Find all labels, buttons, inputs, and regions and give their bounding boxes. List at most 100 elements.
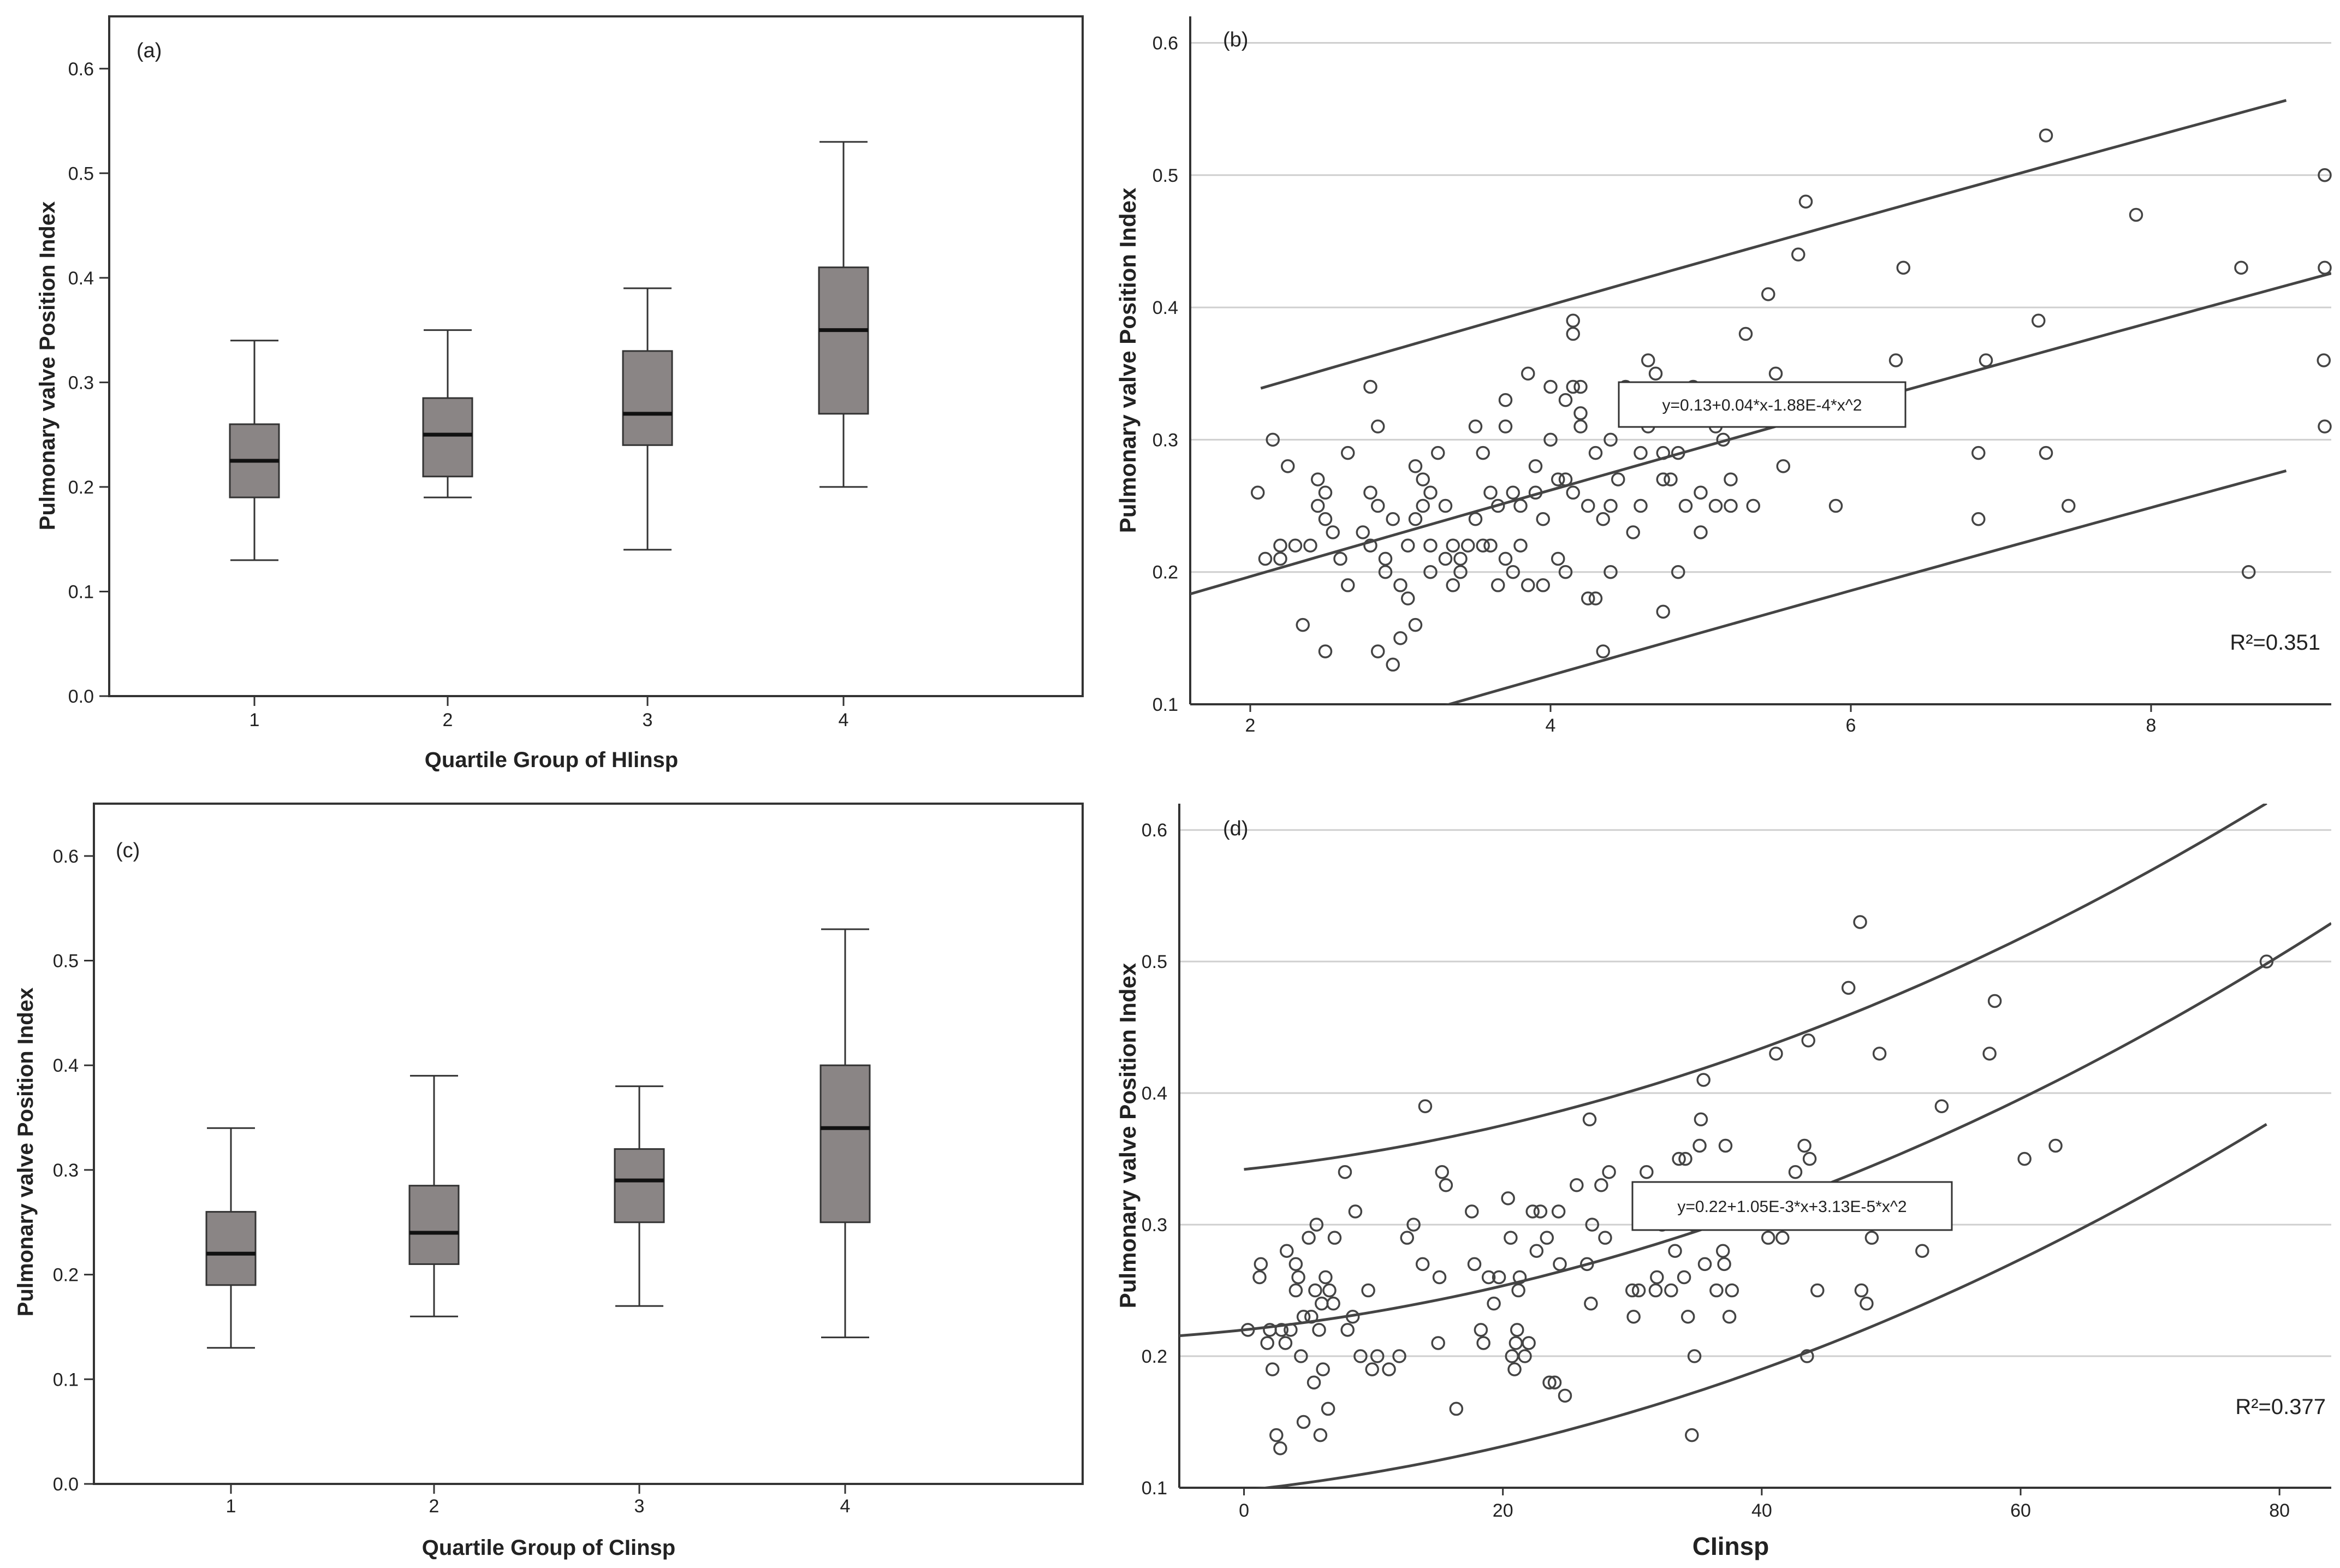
data-point — [1708, 498, 1723, 513]
data-point — [1393, 631, 1407, 645]
data-point — [1363, 379, 1377, 394]
data-point — [1326, 525, 1340, 539]
data-point — [1598, 1231, 1612, 1245]
data-point — [1634, 498, 1648, 513]
y-tick-label: 0.4 — [68, 268, 94, 289]
data-point — [1408, 459, 1423, 473]
data-point — [1311, 498, 1325, 513]
data-point — [1934, 1099, 1949, 1113]
y-axis-title: Pulmonary valve Position Index — [14, 988, 38, 1316]
y-tick-label: 0.6 — [1142, 820, 1167, 841]
data-point — [1761, 287, 1775, 301]
data-point — [1656, 604, 1670, 619]
data-point — [2318, 168, 2332, 182]
y-tick-label: 0.2 — [1142, 1346, 1167, 1367]
x-tick-label: 0 — [1239, 1500, 1249, 1521]
data-point — [1418, 1099, 1433, 1113]
data-point — [1316, 1362, 1330, 1376]
data-point — [1449, 1401, 1464, 1416]
box-iqr — [408, 1185, 460, 1265]
data-point — [1738, 326, 1753, 341]
data-point — [1302, 1231, 1316, 1245]
data-point — [1566, 485, 1580, 500]
data-point — [1798, 194, 1813, 209]
data-point — [1492, 1270, 1506, 1285]
y-tick-label: 0.1 — [1142, 1478, 1167, 1499]
data-point — [1386, 512, 1400, 526]
data-point — [1431, 1336, 1445, 1350]
data-point — [1573, 379, 1588, 394]
data-point — [1508, 1336, 1523, 1350]
data-point — [1461, 538, 1475, 553]
y-tick-label: 0.1 — [68, 581, 94, 602]
data-point — [1581, 591, 1595, 605]
data-point — [1542, 1375, 1557, 1389]
fit-equation: y=0.22+1.05E-3*x+3.13E-5*x^2 — [1677, 1198, 1907, 1216]
y-tick-label: 0.6 — [68, 59, 94, 80]
data-point — [1641, 353, 1655, 367]
data-point — [1585, 1217, 1600, 1232]
data-point — [1915, 1244, 1929, 1258]
data-point — [1512, 1270, 1527, 1285]
r-squared-label: R²=0.377 — [2235, 1395, 2326, 1419]
data-point — [1498, 551, 1513, 566]
x-tick-label: 40 — [1751, 1500, 1772, 1521]
y-tick-label: 0.5 — [1142, 952, 1167, 972]
data-point — [1725, 1283, 1739, 1298]
data-point — [1251, 485, 1265, 500]
data-point — [1273, 538, 1287, 553]
data-point — [1521, 366, 1535, 381]
data-point — [1392, 1349, 1406, 1363]
data-point — [1810, 1283, 1825, 1298]
y-tick-label: 0.4 — [53, 1055, 79, 1076]
data-point — [1326, 1296, 1340, 1311]
data-point — [1797, 1138, 1812, 1153]
data-point — [1506, 485, 1520, 500]
x-tick-label: 1 — [250, 710, 260, 730]
data-point — [1507, 1362, 1522, 1376]
data-point — [1498, 419, 1513, 433]
data-point — [1371, 419, 1385, 433]
data-point — [1800, 1349, 1814, 1363]
data-point — [1309, 1217, 1324, 1232]
x-tick-label: 8 — [2146, 715, 2157, 736]
data-point — [1543, 379, 1558, 394]
data-point — [1511, 1283, 1525, 1298]
data-point — [1260, 1336, 1274, 1350]
data-point — [1558, 472, 1573, 486]
x-tick-label: 1 — [226, 1496, 236, 1517]
y-tick-label: 0.4 — [1142, 1083, 1167, 1104]
data-point — [1588, 446, 1603, 460]
data-point — [1467, 1257, 1482, 1272]
y-tick-label: 0.4 — [1153, 298, 1178, 318]
data-point — [1327, 1231, 1342, 1245]
y-tick-label: 0.1 — [1153, 694, 1178, 715]
data-point — [1240, 1323, 1255, 1337]
data-point — [1581, 498, 1595, 513]
data-point — [1304, 1310, 1319, 1324]
data-point — [1408, 512, 1423, 526]
data-point — [1971, 512, 1986, 526]
data-point — [1258, 551, 1273, 566]
data-point — [1603, 432, 1618, 447]
data-point — [1353, 1349, 1368, 1363]
x-tick-label: 80 — [2269, 1500, 2290, 1521]
data-point — [1768, 366, 1783, 381]
data-point — [1536, 578, 1550, 592]
data-point — [1476, 1336, 1490, 1350]
data-point — [1529, 1244, 1544, 1258]
data-point — [1671, 565, 1685, 579]
x-tick-label: 4 — [1546, 715, 1556, 736]
plot-frame — [108, 15, 1084, 697]
data-point — [1378, 565, 1393, 579]
data-point — [1864, 1231, 1879, 1245]
data-point — [1788, 1165, 1803, 1179]
x-tick-label: 20 — [1493, 1500, 1513, 1521]
data-point — [1281, 459, 1295, 473]
panel-label: (c) — [116, 839, 140, 862]
box-iqr — [614, 1148, 665, 1223]
y-axis-title: Pulmonary valve Position Index — [1115, 963, 1141, 1308]
y-tick-label: 0.5 — [53, 951, 79, 972]
data-point — [2039, 446, 2053, 460]
data-point — [1487, 1296, 1501, 1311]
